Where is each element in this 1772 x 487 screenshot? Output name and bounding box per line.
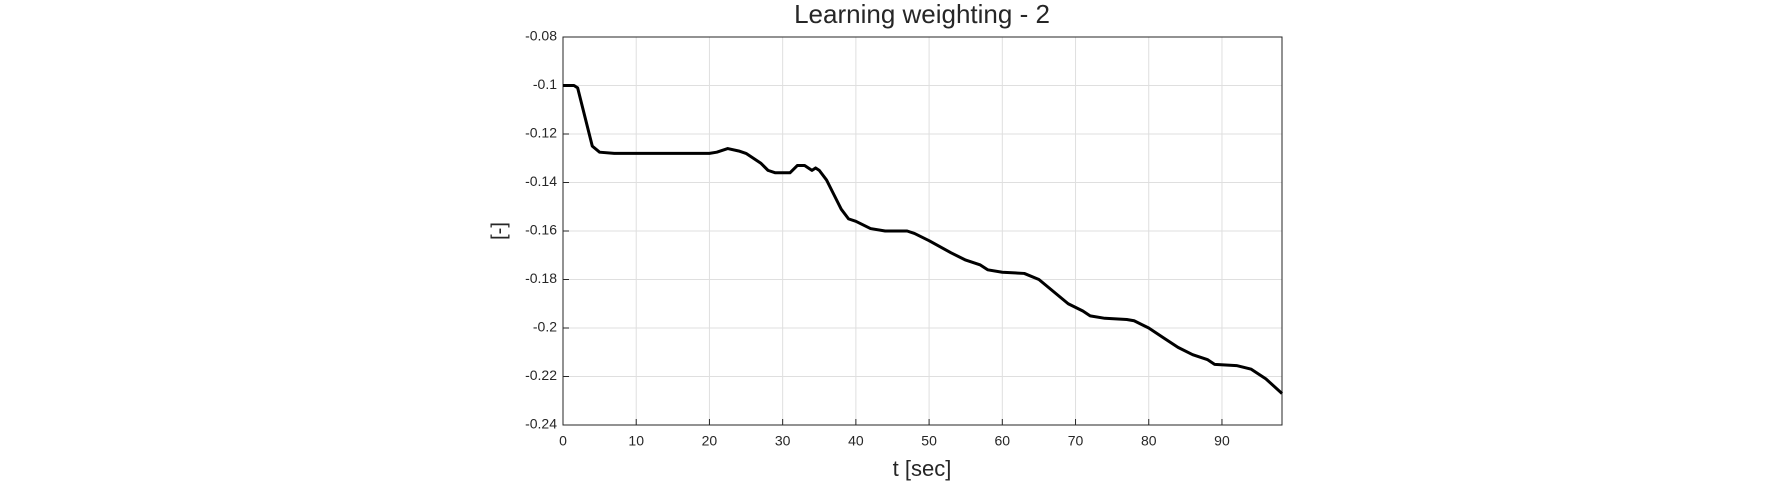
- x-tick-label: 40: [848, 433, 864, 449]
- x-tick-label: 80: [1141, 433, 1157, 449]
- y-tick-label: -0.14: [525, 173, 557, 189]
- x-tick-label: 70: [1068, 433, 1084, 449]
- y-tick-label: -0.12: [525, 125, 557, 141]
- data-line: [563, 84, 1284, 395]
- plot-frame: [562, 36, 1283, 426]
- x-tick-label: 50: [921, 433, 937, 449]
- chart-title: Learning weighting - 2: [794, 0, 1050, 29]
- x-tick-label: 0: [559, 433, 567, 449]
- y-tick-label: -0.18: [525, 270, 557, 286]
- x-axis-label: t [sec]: [893, 456, 952, 481]
- y-tick-label: -0.16: [525, 222, 557, 238]
- y-tick-label: -0.24: [525, 416, 557, 432]
- x-tick-label: 30: [775, 433, 791, 449]
- y-tick-label: -0.22: [525, 367, 557, 383]
- y-axis-label: [-]: [488, 222, 510, 240]
- x-tick-label: 90: [1214, 433, 1230, 449]
- x-tick-label: 20: [702, 433, 718, 449]
- y-tick-label: -0.1: [533, 76, 557, 92]
- x-tick-label: 60: [995, 433, 1011, 449]
- y-tick-label: -0.08: [525, 28, 557, 44]
- y-tick-label: -0.2: [533, 319, 557, 335]
- x-tick-label: 10: [628, 433, 644, 449]
